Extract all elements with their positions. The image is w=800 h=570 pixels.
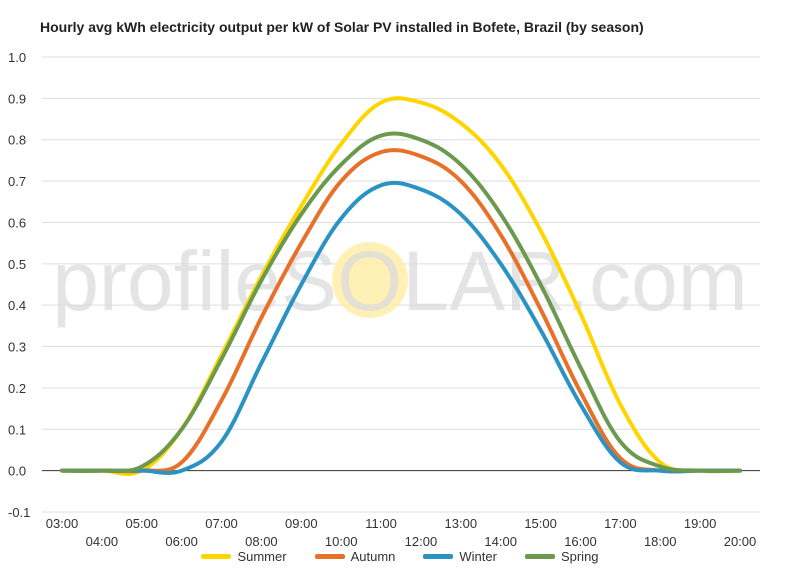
x-tick-label: 08:00 [245,534,278,549]
x-tick-label: 03:00 [46,516,79,531]
y-tick-label: 0.4 [8,298,26,313]
y-tick-label: 0.6 [8,215,26,230]
y-tick-label: 0.1 [8,422,26,437]
x-tick-label: 19:00 [684,516,717,531]
x-tick-label: 07:00 [205,516,238,531]
legend-label: Winter [459,549,497,564]
legend-item-summer: Summer [201,549,287,564]
legend-label: Autumn [350,549,396,564]
y-tick-label: 0.7 [8,174,26,189]
x-tick-label: 11:00 [365,516,397,531]
legend-swatch [201,554,232,559]
y-tick-label: 0.3 [8,340,26,355]
x-tick-label: 12:00 [405,534,438,549]
x-tick-label: 13:00 [445,516,478,531]
legend-item-winter: Winter [423,549,497,564]
x-tick-label: 14:00 [484,534,517,549]
y-tick-label: 0.8 [8,133,26,148]
x-tick-label: 18:00 [644,534,677,549]
watermark: profileSOLAR.com [52,234,748,328]
x-axis: 03:00 04:00 05:00 06:00 07:00 08:00 09:00 10:00… [46,516,757,549]
legend-swatch [314,554,345,559]
watermark-text: profileSOLAR.com [52,234,748,328]
legend: Summer Autumn Winter Spring [0,549,800,564]
legend-swatch [524,554,555,559]
x-tick-label: 04:00 [86,534,119,549]
legend-swatch [423,554,454,559]
y-tick-label: 1.0 [8,50,26,65]
legend-label: Summer [237,549,287,564]
y-axis: 1.0 0.9 0.8 0.7 0.6 0.5 0.4 0.3 0.2 0.1 0.0 -0.1 [8,50,30,520]
x-tick-label: 09:00 [285,516,318,531]
y-tick-label: 0.5 [8,257,26,272]
x-tick-label: 05:00 [125,516,158,531]
legend-item-spring: Spring [524,549,599,564]
y-tick-label: 0.0 [8,464,26,479]
series-lines [60,96,742,476]
chart-title: Hourly avg kWh electricity output per kW… [40,19,644,35]
x-tick-label: 16:00 [564,534,597,549]
x-tick-label: 06:00 [165,534,198,549]
y-tick-label: 0.2 [8,381,26,396]
y-tick-label: -0.1 [8,505,30,520]
x-tick-label: 17:00 [604,516,637,531]
series-line-spring [60,131,742,474]
series-line-autumn [60,148,742,474]
legend-label: Spring [560,549,599,564]
series-line-winter [60,180,742,475]
y-tick-label: 0.9 [8,91,26,106]
x-tick-label: 10:00 [325,534,358,549]
x-tick-label: 20:00 [724,534,757,549]
watermark-sun [332,242,408,318]
x-tick-label: 15:00 [524,516,557,531]
legend-item-autumn: Autumn [314,549,396,564]
